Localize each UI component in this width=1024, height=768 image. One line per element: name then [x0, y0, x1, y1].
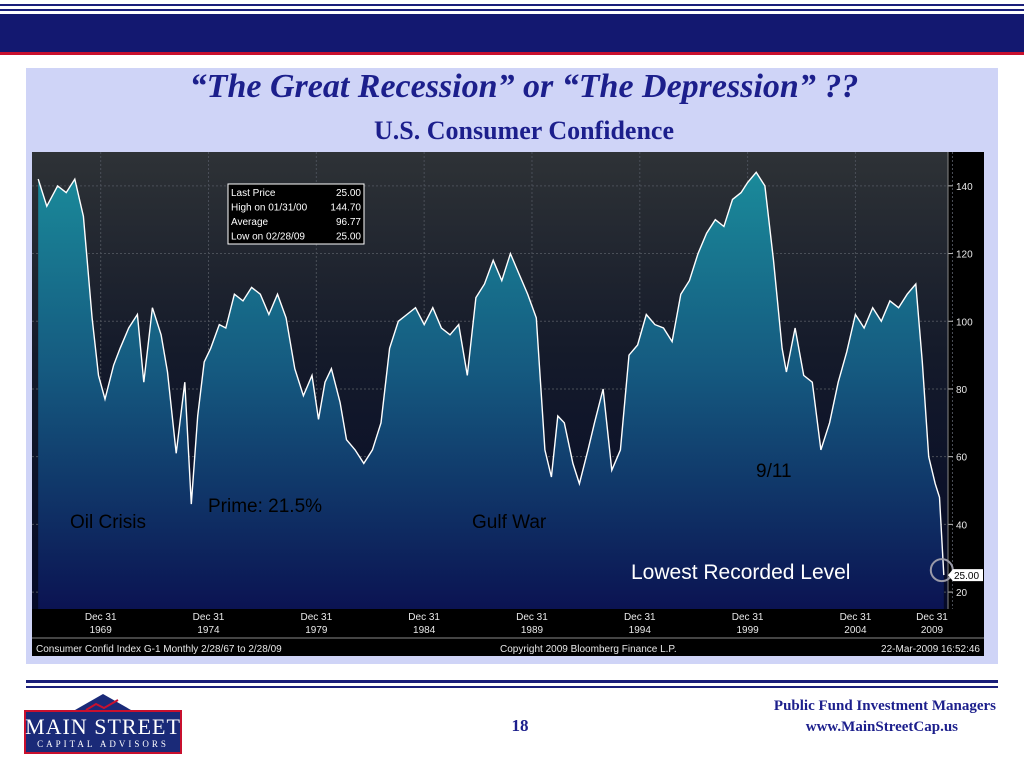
- stat-value: 144.70: [330, 203, 361, 214]
- stat-label: High on 01/31/00: [231, 203, 308, 214]
- logo-name: MAIN STREET: [25, 714, 181, 739]
- x-tick-label-date: Dec 31: [624, 612, 656, 623]
- top-banner: [0, 0, 1024, 60]
- x-tick-label-year: 1974: [197, 625, 220, 636]
- annotation-lowest-level: Lowest Recorded Level: [631, 561, 851, 584]
- main-street-logo: MAIN STREET CAPITAL ADVISORS: [24, 690, 182, 758]
- x-axis-background: [32, 609, 984, 656]
- stat-label: Average: [231, 217, 269, 228]
- x-tick-label-year: 1989: [521, 625, 544, 636]
- annotation-nine-eleven: 9/11: [756, 461, 792, 482]
- y-tick-label: 80: [956, 385, 968, 396]
- last-price-tag: 25.00: [948, 569, 983, 582]
- x-tick-label-year: 1969: [90, 625, 113, 636]
- x-tick-label-year: 1994: [629, 625, 652, 636]
- x-tick-label-year: 2009: [921, 625, 944, 636]
- stat-label: Last Price: [231, 188, 276, 199]
- footer-timestamp: 22-Mar-2009 16:52:46: [881, 644, 980, 655]
- x-tick-label-date: Dec 31: [516, 612, 548, 623]
- x-tick-label-date: Dec 31: [193, 612, 225, 623]
- series-line: [37, 171, 945, 576]
- y-tick-label: 20: [956, 588, 968, 599]
- y-tick-label: 40: [956, 520, 968, 531]
- x-tick-label-date: Dec 31: [408, 612, 440, 623]
- slide-subtitle: U.S. Consumer Confidence: [374, 116, 674, 145]
- annotation-gulf-war: Gulf War: [472, 512, 547, 533]
- x-tick-label-date: Dec 31: [916, 612, 948, 623]
- stat-value: 25.00: [336, 232, 361, 243]
- logo-subtitle: CAPITAL ADVISORS: [37, 739, 169, 749]
- consumer-confidence-chart: 20 40 60 80 100 120 140 Dec 31 1969 Dec 31 1974 De…: [32, 152, 984, 656]
- stat-label: Low on 02/28/09: [231, 232, 305, 243]
- slide-title: “The Great Recession” or “The Depression…: [189, 68, 859, 105]
- x-tick-label-date: Dec 31: [732, 612, 764, 623]
- annotation-prime-rate: Prime: 21.5%: [208, 496, 323, 517]
- stats-box: Last Price 25.00 High on 01/31/00 144.70 Ave…: [227, 183, 365, 245]
- svg-text:25.00: 25.00: [954, 571, 979, 582]
- y-tick-label: 100: [956, 317, 973, 328]
- page-number: 18: [511, 716, 529, 735]
- x-tick-label-year: 1984: [413, 625, 436, 636]
- firm-url: www.MainStreetCap.us: [805, 719, 958, 735]
- x-tick-label-year: 1999: [736, 625, 759, 636]
- annotation-oil-crisis: Oil Crisis: [70, 512, 146, 533]
- y-axis-background: [948, 152, 984, 609]
- x-tick-label-date: Dec 31: [300, 612, 332, 623]
- x-tick-label-date: Dec 31: [85, 612, 117, 623]
- x-tick-label-year: 1979: [305, 625, 328, 636]
- stat-value: 96.77: [336, 217, 361, 228]
- y-tick-label: 60: [956, 453, 968, 464]
- y-tick-labels: 20 40 60 80 100 120 140: [948, 182, 973, 599]
- footer-copyright: Copyright 2009 Bloomberg Finance L.P.: [500, 644, 677, 655]
- footer-series-info: Consumer Confid Index G-1 Monthly 2/28/6…: [36, 644, 282, 655]
- firm-name: Public Fund Investment Managers: [773, 698, 996, 714]
- series-area: [38, 172, 944, 610]
- roof-icon: [68, 694, 138, 714]
- x-tick-label-year: 2004: [844, 625, 867, 636]
- stat-value: 25.00: [336, 188, 361, 199]
- y-tick-label: 120: [956, 250, 973, 261]
- x-tick-label-date: Dec 31: [840, 612, 872, 623]
- y-tick-label: 140: [956, 182, 973, 193]
- x-tick-labels: Dec 31 1969 Dec 31 1974 Dec 31 1979 Dec 31 1984…: [85, 612, 948, 636]
